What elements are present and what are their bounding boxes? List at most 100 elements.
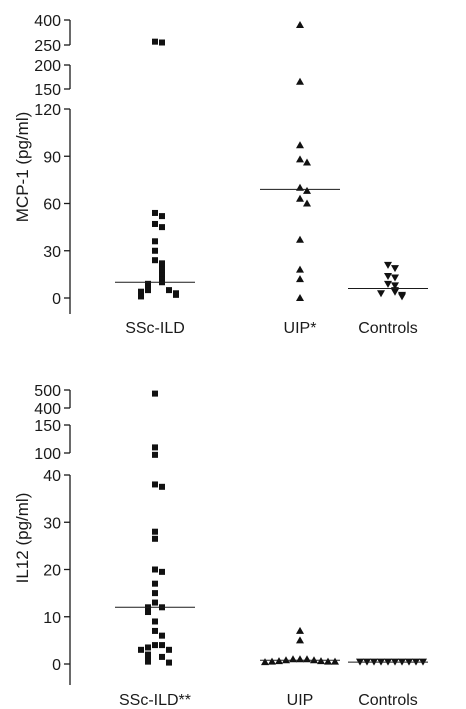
- data-point: [138, 293, 144, 300]
- data-point: [159, 39, 165, 46]
- data-point: [138, 646, 144, 653]
- y-tick-label: 10: [43, 610, 61, 627]
- data-point: [152, 528, 158, 535]
- data-point: [296, 77, 304, 85]
- data-point: [303, 199, 311, 207]
- category-label: Controls: [358, 692, 418, 709]
- data-point: [384, 272, 392, 280]
- data-point: [398, 293, 406, 301]
- category-label: SSc-ILD**: [119, 692, 191, 709]
- data-point: [159, 269, 165, 276]
- y-tick-label: 0: [52, 291, 61, 308]
- data-point: [159, 266, 165, 273]
- data-point: [152, 535, 158, 542]
- data-point: [152, 220, 158, 227]
- y-tick-label: 400: [34, 13, 61, 30]
- data-point: [152, 566, 158, 573]
- data-point: [166, 287, 172, 294]
- category-label: UIP*: [284, 320, 317, 337]
- data-point: [159, 224, 165, 231]
- data-point: [303, 655, 311, 663]
- data-point: [159, 276, 165, 283]
- y-tick-label: 250: [34, 38, 61, 55]
- y-tick-label: 400: [34, 401, 61, 418]
- data-point: [296, 275, 304, 283]
- data-point: [166, 659, 172, 666]
- data-point: [159, 632, 165, 639]
- data-point: [152, 627, 158, 634]
- data-point: [166, 646, 172, 653]
- data-point: [384, 261, 392, 269]
- y-tick-label: 90: [43, 149, 61, 166]
- data-point: [152, 390, 158, 397]
- data-point: [145, 287, 151, 294]
- category-label: SSc-ILD: [125, 320, 185, 337]
- data-point: [296, 235, 304, 243]
- data-point: [391, 288, 399, 296]
- data-point: [152, 481, 158, 488]
- data-point: [391, 274, 399, 282]
- data-point: [138, 290, 144, 297]
- y-tick-label: 120: [34, 102, 61, 119]
- data-point: [152, 209, 158, 216]
- data-point: [152, 247, 158, 254]
- data-point: [159, 272, 165, 279]
- data-point: [159, 483, 165, 490]
- data-point: [331, 657, 339, 665]
- y-tick-label: 0: [52, 657, 61, 674]
- data-point: [296, 155, 304, 163]
- data-point: [152, 444, 158, 451]
- y-tick-label: 30: [43, 515, 61, 532]
- y-tick-label: 20: [43, 563, 61, 580]
- data-point: [296, 626, 304, 634]
- data-point: [159, 213, 165, 220]
- data-point: [152, 451, 158, 458]
- y-tick-label: 200: [34, 58, 61, 75]
- data-point: [324, 657, 332, 665]
- data-point: [268, 657, 276, 665]
- data-point: [296, 141, 304, 149]
- data-point: [377, 290, 385, 298]
- data-point: [159, 263, 165, 270]
- data-point: [152, 257, 158, 264]
- data-point: [145, 644, 151, 651]
- data-point: [303, 186, 311, 194]
- data-point: [391, 282, 399, 290]
- data-point: [296, 265, 304, 273]
- data-point: [152, 38, 158, 45]
- y-tick-label: 150: [34, 418, 61, 435]
- data-point: [296, 21, 304, 28]
- data-point: [391, 265, 399, 273]
- data-point: [145, 609, 151, 616]
- data-point: [159, 653, 165, 660]
- y-tick-label: 150: [34, 82, 61, 99]
- category-label: Controls: [358, 320, 418, 337]
- data-point: [159, 260, 165, 267]
- y-axis-title: MCP-1 (pg/ml): [13, 112, 32, 223]
- data-point: [152, 599, 158, 606]
- data-point: [152, 590, 158, 597]
- y-tick-label: 100: [34, 446, 61, 463]
- data-point: [303, 158, 311, 166]
- data-point: [261, 658, 269, 666]
- y-tick-label: 40: [43, 468, 61, 485]
- data-point: [159, 642, 165, 649]
- data-point: [296, 636, 304, 644]
- data-point: [145, 658, 151, 665]
- data-point: [152, 580, 158, 587]
- mcp1-panel: 0 30 60 90 120 150 200 250 400 MCP-1 (pg/ml) SSc-I…: [13, 13, 428, 337]
- data-point: [159, 568, 165, 575]
- data-point: [296, 294, 304, 301]
- data-point: [152, 642, 158, 649]
- category-label: UIP: [287, 692, 314, 709]
- data-point: [145, 651, 151, 658]
- data-point: [173, 291, 179, 298]
- y-tick-label: 30: [43, 244, 61, 261]
- data-point: [296, 194, 304, 202]
- data-point: [289, 655, 297, 663]
- data-point: [384, 280, 392, 288]
- data-point: [145, 280, 151, 287]
- y-tick-label: 500: [34, 383, 61, 400]
